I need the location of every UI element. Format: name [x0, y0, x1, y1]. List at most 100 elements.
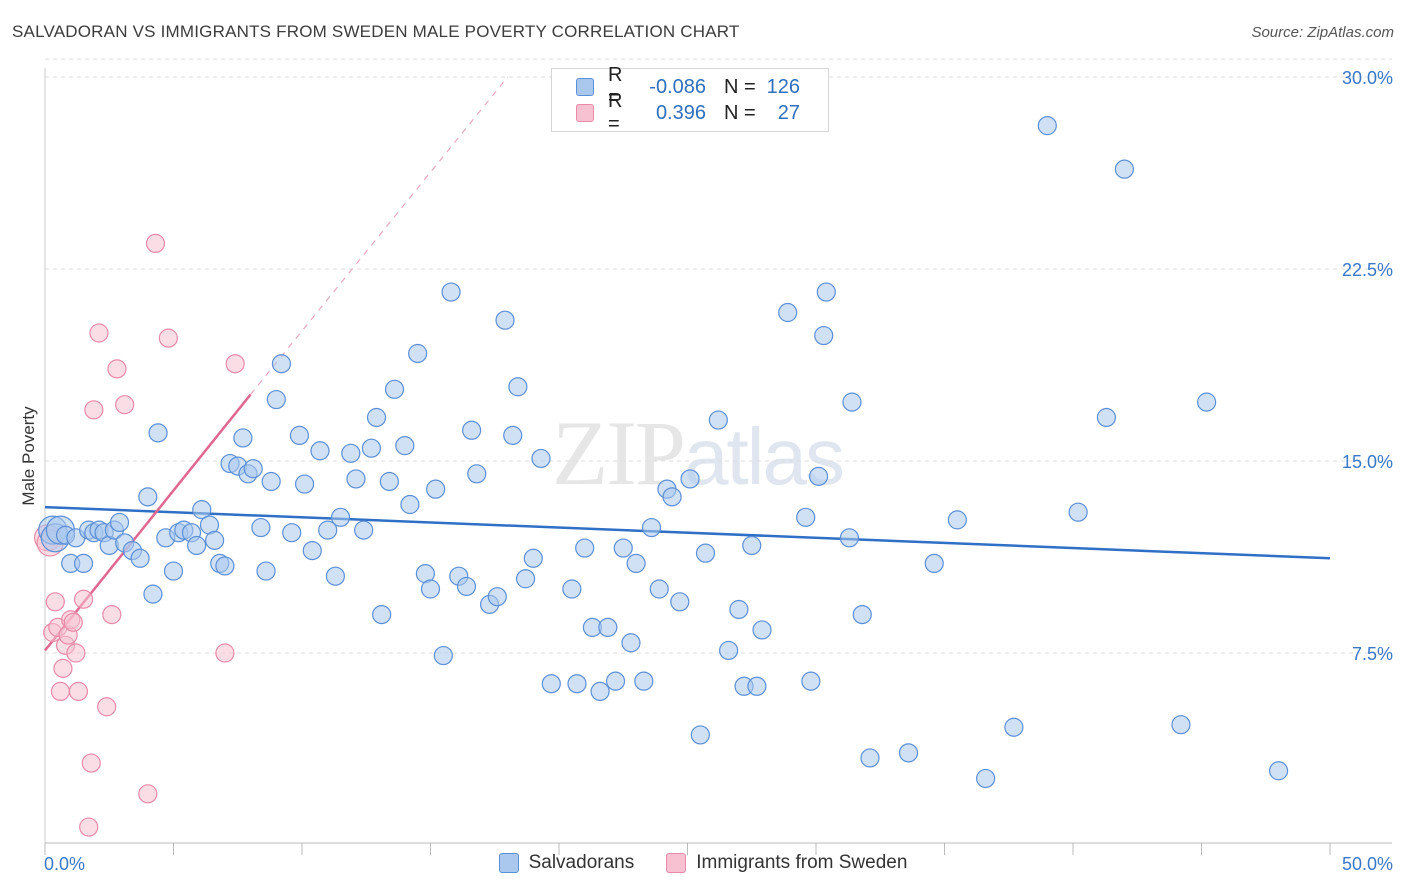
- sweden-point: [73, 589, 94, 609]
- salvadoran-point: [842, 392, 862, 412]
- salvadoran-point: [433, 645, 453, 666]
- salvadoran-point: [294, 474, 315, 494]
- salvadoran-point: [541, 674, 561, 694]
- y-tick-label: 30.0%: [1342, 68, 1393, 88]
- salvadoran-point: [143, 584, 163, 604]
- y-tick-label: 22.5%: [1342, 260, 1393, 280]
- legend-r-label: R =: [608, 64, 623, 109]
- salvadoran-point: [778, 302, 798, 323]
- salvadoran-point: [634, 671, 654, 691]
- salvadoran-point: [251, 517, 271, 538]
- salvadoran-point: [487, 587, 507, 607]
- salvadoran-point: [384, 379, 405, 399]
- salvadoran-point: [924, 553, 944, 574]
- salvadoran-point: [590, 681, 610, 702]
- salvadoran-point: [372, 604, 392, 625]
- salvadoran-point: [531, 448, 551, 469]
- salvadoran-point: [271, 354, 292, 374]
- salvadoran-point: [256, 561, 276, 581]
- salvadoran-point: [515, 569, 536, 589]
- salvadoran-point: [816, 282, 836, 302]
- legend-n-value: 126: [766, 75, 800, 98]
- axes: [44, 68, 1392, 855]
- salvadoran-point: [747, 676, 767, 696]
- salvadoran-point: [690, 725, 710, 745]
- salvadoran-point: [598, 617, 618, 638]
- salvadoran-point: [441, 282, 461, 302]
- salvadoran-point: [649, 579, 669, 599]
- salvadoran-trend-line: [44, 505, 1331, 560]
- sweden-point: [107, 359, 127, 379]
- sweden-point: [81, 753, 101, 773]
- salvadoran-point: [801, 671, 821, 691]
- legend-n-label: N =: [724, 75, 756, 98]
- salvadoran-point: [1037, 116, 1057, 136]
- salvadoran-point: [109, 512, 130, 533]
- sweden-point: [97, 697, 117, 717]
- salvadoran-point: [814, 325, 834, 346]
- sweden-point: [138, 784, 158, 804]
- salvadoran-point: [261, 471, 281, 492]
- salvadoran-point: [1096, 407, 1117, 428]
- salvadoran-point: [503, 425, 523, 445]
- sweden-point: [68, 681, 89, 702]
- salvadoran-point: [729, 599, 749, 620]
- legend-swatch-pink: [666, 853, 687, 873]
- sweden-point: [145, 233, 166, 253]
- salvadoran-point: [1197, 392, 1217, 412]
- salvadoran-point: [408, 343, 428, 364]
- sweden-point: [158, 328, 178, 348]
- legend-r-value: 0.396: [655, 101, 706, 124]
- axis-labels: 7.5% 15.0% 22.5% 30.0% 0.0% 50.0% Male Poverty: [19, 68, 1393, 874]
- y-tick-label: 15.0%: [1342, 452, 1393, 472]
- sweden-point: [45, 592, 65, 612]
- salvadoran-point: [289, 425, 310, 445]
- salvadoran-point: [192, 500, 212, 520]
- salvadoran-point: [523, 548, 543, 568]
- legend-label-salvadorans: Salvadorans: [528, 852, 635, 873]
- legend-n-label: N =: [724, 101, 756, 124]
- grid-lines: [45, 58, 1392, 654]
- salvadoran-point: [1114, 159, 1135, 179]
- legend-row-sweden: R = 0.396 N = 27: [576, 90, 800, 135]
- salvadoran-point: [680, 469, 700, 489]
- salvadoran-point: [354, 520, 374, 540]
- salvadoran-point: [456, 576, 477, 597]
- salvadoran-point: [852, 604, 872, 625]
- salvadoran-point: [1068, 502, 1088, 522]
- salvadoran-point: [796, 507, 816, 527]
- salvadoran-point: [205, 530, 225, 550]
- legend-item-sweden: Immigrants from Sweden: [666, 852, 907, 874]
- legend-item-salvadorans: Salvadorans: [498, 852, 635, 874]
- salvadoran-point: [341, 443, 361, 463]
- salvadoran-point: [808, 466, 829, 486]
- salvadoran-point: [575, 538, 595, 558]
- salvadoran-point: [148, 423, 168, 443]
- salvadoran-point: [346, 469, 366, 489]
- y-axis-label: Male Poverty: [19, 406, 38, 506]
- salvadoran-point: [719, 640, 739, 661]
- salvadoran-point: [613, 538, 633, 558]
- salvadoran-point: [839, 528, 860, 548]
- legend-r-value: -0.086: [649, 75, 706, 98]
- salvadoran-point: [508, 377, 528, 397]
- legend-swatch-blue: [576, 78, 594, 96]
- sweden-point: [84, 400, 104, 420]
- salvadoran-point: [695, 543, 716, 563]
- salvadoran-point: [467, 464, 487, 484]
- salvadoran-point: [420, 579, 441, 599]
- sweden-point: [115, 395, 135, 415]
- salvadoran-point: [976, 768, 996, 789]
- correlation-legend: R = -0.086 N = 126 R = 0.396 N = 27: [551, 64, 829, 135]
- salvadoran-point: [605, 671, 626, 691]
- sweden-point: [53, 658, 73, 678]
- salvadoran-point: [626, 553, 646, 574]
- y-tick-label: 7.5%: [1352, 644, 1393, 664]
- salvadoran-point: [310, 441, 330, 461]
- sweden-point: [50, 681, 71, 702]
- sweden-point: [63, 612, 83, 632]
- salvadoran-point: [138, 487, 158, 507]
- salvadoran-point: [379, 471, 399, 492]
- salvadoran-point: [73, 553, 94, 574]
